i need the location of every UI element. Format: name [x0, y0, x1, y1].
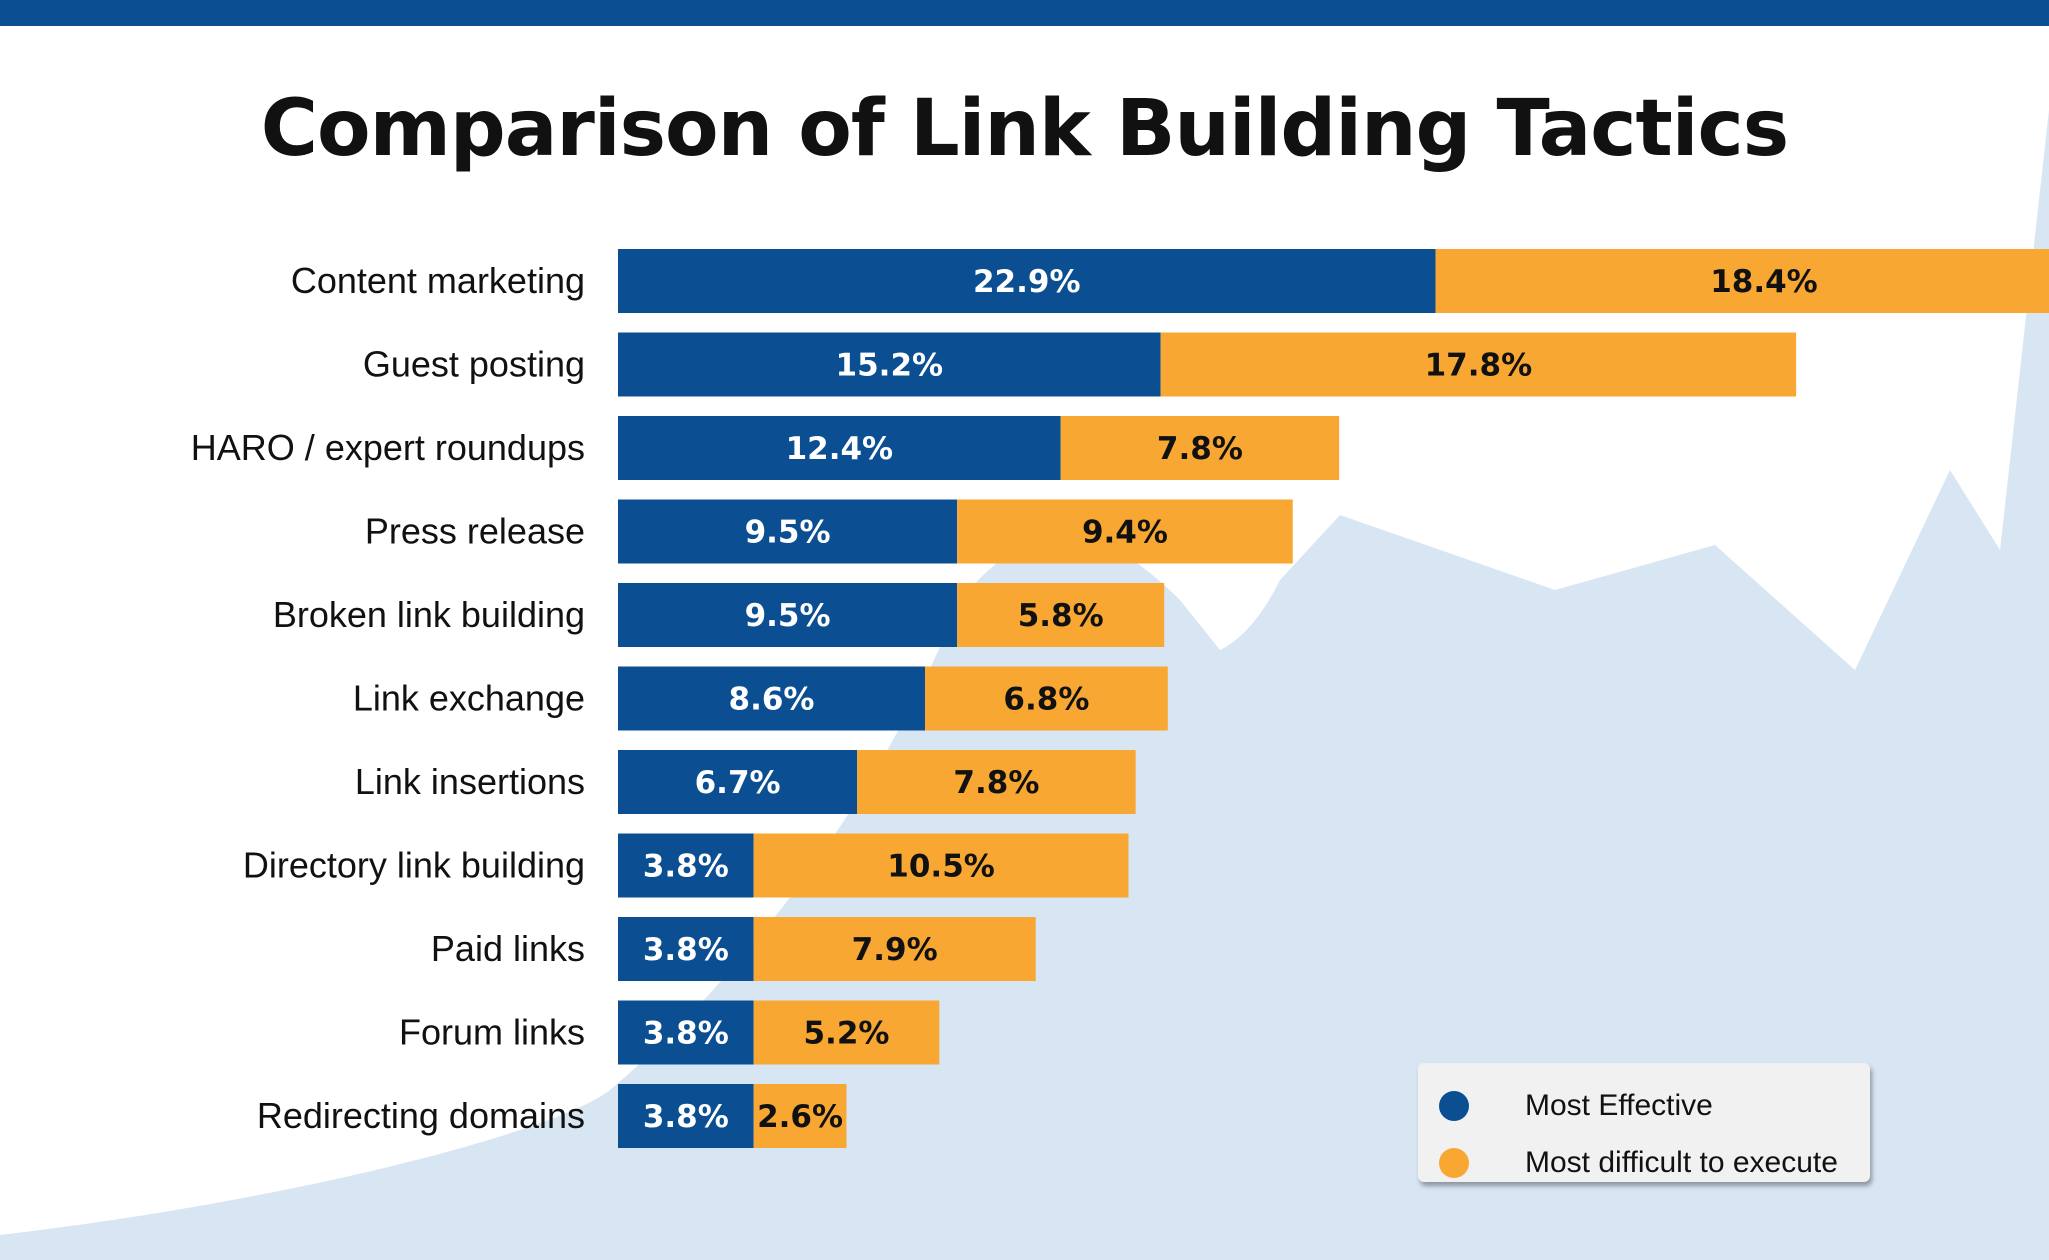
bar-most-difficult — [753, 1084, 847, 1148]
bar-most-difficult — [957, 499, 1293, 564]
bar-most-difficult — [753, 1000, 940, 1065]
top-accent-bar — [0, 0, 2049, 26]
data-label-most-difficult: 18.4% — [1710, 264, 1818, 300]
bar-most-effective — [618, 1000, 754, 1065]
category-label: Redirecting domains — [257, 1095, 585, 1136]
data-label-most-difficult: 2.6% — [757, 1099, 843, 1135]
category-label: Paid links — [431, 928, 585, 969]
data-label-most-effective: 9.5% — [745, 598, 831, 634]
chart-title: Comparison of Link Building Tactics — [260, 84, 1789, 174]
category-label: Broken link building — [273, 594, 585, 635]
bar-most-effective — [618, 499, 958, 564]
data-label-most-difficult: 6.8% — [1003, 682, 1089, 718]
data-label-most-difficult: 9.4% — [1082, 515, 1168, 551]
category-label: Link insertions — [355, 761, 585, 802]
bar-most-effective — [618, 249, 1436, 313]
bar-most-difficult — [753, 917, 1036, 981]
data-label-most-effective: 6.7% — [695, 765, 781, 801]
bar-most-effective — [618, 917, 754, 981]
bar-most-difficult — [1160, 332, 1797, 397]
data-label-most-effective: 15.2% — [836, 348, 944, 384]
data-label-most-effective: 3.8% — [643, 1016, 729, 1052]
category-label: Press release — [365, 511, 585, 552]
legend-swatch-effective — [1439, 1091, 1469, 1121]
data-label-most-effective: 9.5% — [745, 515, 831, 551]
data-label-most-effective: 12.4% — [786, 431, 894, 467]
legend-swatch-difficult — [1439, 1148, 1469, 1178]
bar-most-difficult — [925, 666, 1168, 731]
category-label: Content marketing — [291, 260, 585, 301]
data-label-most-difficult: 7.8% — [1157, 431, 1243, 467]
bar-most-effective — [618, 833, 754, 898]
category-label: Guest posting — [363, 344, 585, 385]
legend-label-difficult: Most difficult to execute — [1525, 1146, 1838, 1179]
category-label: Link exchange — [353, 678, 585, 719]
bar-most-difficult — [857, 750, 1136, 814]
category-label: Directory link building — [243, 845, 585, 886]
data-label-most-difficult: 10.5% — [887, 849, 995, 885]
data-label-most-difficult: 7.8% — [953, 765, 1039, 801]
legend-item-difficult: Most difficult to execute — [1439, 1146, 1838, 1180]
bar-most-effective — [618, 666, 926, 731]
data-label-most-difficult: 5.8% — [1018, 598, 1104, 634]
bar-most-effective — [618, 583, 958, 647]
bar-most-effective — [618, 1084, 754, 1148]
category-label: Forum links — [399, 1012, 585, 1053]
data-label-most-effective: 3.8% — [643, 1099, 729, 1135]
bar-most-difficult — [753, 833, 1129, 898]
data-label-most-difficult: 5.2% — [803, 1016, 889, 1052]
bar-most-difficult — [1435, 249, 2049, 313]
bar-most-difficult — [957, 583, 1165, 647]
legend-label-effective: Most Effective — [1525, 1089, 1713, 1122]
data-label-most-difficult: 7.9% — [852, 932, 938, 968]
category-label: HARO / expert roundups — [191, 427, 585, 468]
data-label-most-effective: 22.9% — [973, 264, 1081, 300]
data-label-most-difficult: 17.8% — [1425, 348, 1533, 384]
bar-most-difficult — [1060, 416, 1340, 480]
bar-most-effective — [618, 416, 1061, 480]
bar-most-effective — [618, 332, 1161, 397]
bar-most-effective — [618, 750, 858, 814]
legend: Most Effective Most difficult to execute — [1418, 1063, 1870, 1182]
data-label-most-effective: 3.8% — [643, 849, 729, 885]
data-label-most-effective: 8.6% — [729, 682, 815, 718]
data-label-most-effective: 3.8% — [643, 932, 729, 968]
legend-item-effective: Most Effective — [1439, 1089, 1713, 1123]
